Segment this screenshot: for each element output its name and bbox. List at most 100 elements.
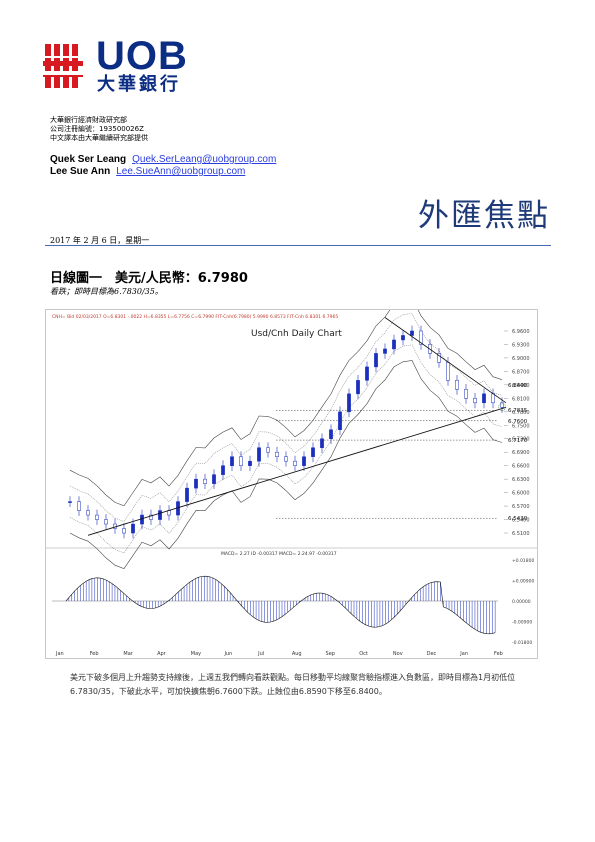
last-price-marker [498,403,506,412]
commentary-text: 美元下破多個月上升趨勢支持線後，上週五我們轉向看跌觀點。每日移動平均線聚背驗指標… [70,673,516,696]
chart-canvas: CNH= Bid 02/03/2017 O=6.8301 -.0022 H=6.… [46,297,537,657]
price-candle [302,456,306,466]
author-name: Quek Ser Leang [50,154,127,165]
downtrend-line [384,317,507,404]
price-candle [275,451,279,457]
price-candle [203,478,207,484]
price-candle [239,456,243,466]
price-candle [410,330,414,336]
price-candle [68,501,72,503]
x-tick-label: Oct [359,651,368,657]
y-tick-label: 6.8400 [512,383,530,389]
y-tick-label: 6.9300 [512,342,530,348]
price-candle [131,523,135,534]
price-candle [455,380,459,390]
x-tick-label: Jul [257,651,264,657]
lower-band-line [69,360,503,569]
figure-title: 日線圖一 美元/人民幣：6.7980 [50,271,248,286]
author-row: Lee Sue Ann Lee.SueAnn@uobgroup.com [50,166,245,178]
price-candle [284,456,288,462]
figure-subtitle: 看跌；即時目標為6.7830/35。 [50,287,163,296]
y-tick-label: 6.7800 [512,410,530,416]
author-row: Quek Ser Leang Quek.SerLeang@uobgroup.com [50,154,276,166]
x-tick-label: Dec [427,651,437,657]
chart-header-text: CNH= Bid 02/03/2017 O=6.8301 -.0022 H=6.… [52,314,338,320]
y-tick-label: 6.7500 [512,423,530,429]
uob-logo-mark [43,44,83,88]
price-candle [230,456,234,466]
x-tick-label: Jan [459,651,468,657]
price-candle [347,393,351,413]
y-tick-label: 6.5700 [512,504,530,510]
y-tick-label: 6.6300 [512,477,530,483]
price-candle [149,514,153,520]
level-annotation: 6.7170 [508,438,528,444]
macd-tick-label: 0.00000 [512,599,531,605]
macd-tick-label: +0.01800 [512,558,535,564]
level-annotation: 6.7835 [508,408,528,414]
author-email-link[interactable]: Quek.SerLeang@uobgroup.com [132,154,277,165]
macd-label: MACD= 2.27 ID -0.00317 MACD= 2.24.97 -0.… [221,551,337,557]
price-candle [221,465,225,475]
price-candle [158,510,162,520]
price-candle [293,460,297,466]
price-candle [122,528,126,534]
y-tick-label: 6.9000 [512,356,530,362]
uptrend-support-line [87,406,507,536]
price-candle [212,474,216,484]
level-annotation: 6.8400 [508,383,528,389]
y-tick-label: 6.8100 [512,396,530,402]
price-candle [446,362,450,381]
y-tick-label: 6.6600 [512,464,530,470]
price-candle [356,380,360,395]
x-tick-label: Sep [326,651,335,657]
price-candle [311,447,315,457]
price-candle [320,438,324,448]
price-candle [95,514,99,520]
price-candle [86,510,90,516]
usdcnh-daily-chart: CNH= Bid 02/03/2017 O=6.8301 -.0022 H=6.… [45,297,538,659]
y-tick-label: 6.6000 [512,491,530,497]
price-candle [266,447,270,453]
y-tick-label: 6.5400 [512,518,530,524]
chart-title: Usd/Cnh Daily Chart [251,329,342,339]
report-date: 2017 年 2 月 6 日，星期一 [50,236,150,245]
inner-lower-band [69,344,503,554]
macd-signal-line [65,575,496,635]
translation-note: 中文譯本由大華繼續研究部提供 [50,134,148,142]
price-candle [401,335,405,341]
price-candle [500,402,504,408]
level-annotation: 6.7600 [508,419,528,425]
price-candle [437,353,441,363]
brand-name: UOB [96,34,188,78]
x-tick-label: Feb [494,651,503,657]
price-candle [482,393,486,404]
price-candle [419,330,423,345]
price-candle [383,348,387,354]
level-annotation: 6.5430 [508,516,528,522]
x-tick-label: May [191,651,201,657]
y-tick-label: 6.5100 [512,531,530,537]
price-candle [194,478,198,489]
price-candle [464,389,468,399]
price-candle [257,447,261,462]
x-tick-label: Jun [223,651,232,657]
x-tick-label: Nov [393,651,403,657]
price-candle [185,487,189,502]
price-candle [77,501,81,511]
x-tick-label: Apr [157,651,167,657]
author-name: Lee Sue Ann [50,166,111,177]
y-tick-label: 6.6900 [512,450,530,456]
macd-tick-label: +0.00900 [512,579,535,585]
brand-name-zh: 大華銀行 [97,74,181,95]
registration-line: 公司注冊編號：193500026Z [50,125,144,133]
header-divider [45,245,551,246]
price-candle [365,366,369,381]
x-tick-label: Jan [55,651,64,657]
macd-tick-label: -0.01800 [512,640,532,646]
price-candle [473,398,477,404]
price-candle [248,460,252,466]
macd-tick-label: -0.00900 [512,620,532,626]
author-email-link[interactable]: Lee.SueAnn@uobgroup.com [116,166,246,177]
price-candle [392,339,396,350]
